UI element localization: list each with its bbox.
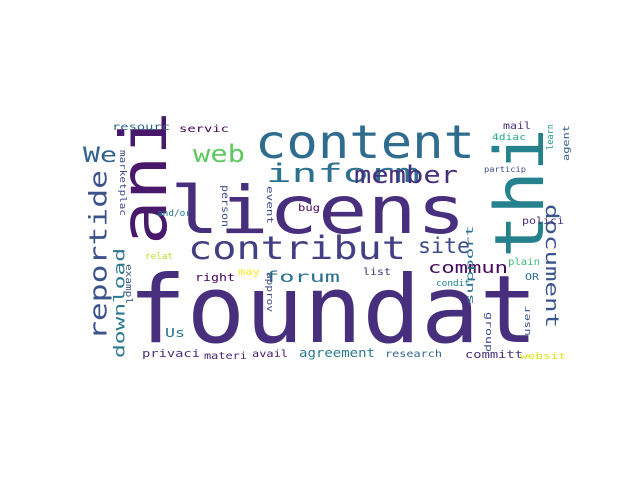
word-web: web <box>193 140 245 168</box>
word-support: support <box>465 225 476 305</box>
word-approv: approv <box>264 272 274 312</box>
word-person: person <box>219 185 230 227</box>
word-list: list <box>363 267 391 278</box>
word-or: OR <box>525 272 540 283</box>
word-we: We <box>83 143 117 167</box>
word-inform: inform <box>266 159 420 189</box>
word-polici: polici <box>522 216 564 227</box>
word-resourc: resourc <box>112 122 170 133</box>
word-foundat: foundat <box>128 256 538 365</box>
word-exampl: exampl <box>123 264 133 304</box>
word-relat: relat <box>145 252 173 262</box>
word-right: right <box>195 271 235 284</box>
word-committ: committ <box>465 348 523 361</box>
word-materi: materi <box>204 351 247 362</box>
word-member: member <box>354 161 458 189</box>
word-user: user <box>523 305 533 336</box>
word-4diac: 4diac <box>492 133 526 143</box>
word-websit: websit <box>520 352 566 362</box>
word-agent: agent <box>562 125 572 161</box>
word-particip: particip <box>484 165 526 174</box>
word-us: Us <box>165 326 185 340</box>
word-site: site <box>418 234 470 258</box>
word-ani: ani <box>108 111 182 245</box>
word-document: document <box>541 204 562 328</box>
word-reportide: reportide <box>85 170 113 340</box>
word-forum: forum <box>264 268 340 286</box>
word-condit: condit <box>436 279 470 289</box>
word-download: download <box>111 248 129 358</box>
word-bug: bug <box>298 203 320 214</box>
word-mail: mail <box>503 121 531 132</box>
word-research: research <box>385 349 442 360</box>
word-learn: learn <box>546 124 556 150</box>
word-agreement: agreement <box>299 346 375 360</box>
word-marketplac: marketplac <box>117 150 127 216</box>
word-licens: licens <box>170 172 466 249</box>
word-group: group <box>483 312 493 352</box>
word-commun: commun <box>428 258 508 277</box>
word-and-or: and/or <box>157 209 192 219</box>
word-content: content <box>255 115 475 169</box>
word-thi: thi <box>481 128 560 258</box>
word-servic: servic <box>179 124 229 135</box>
word-privaci: privaci <box>142 347 200 360</box>
word-may: may <box>238 267 260 278</box>
word-contribut: contribut <box>188 229 406 267</box>
word-event: event <box>264 186 274 224</box>
word-avail: avail <box>252 349 288 360</box>
word-plain: plain <box>508 257 540 268</box>
